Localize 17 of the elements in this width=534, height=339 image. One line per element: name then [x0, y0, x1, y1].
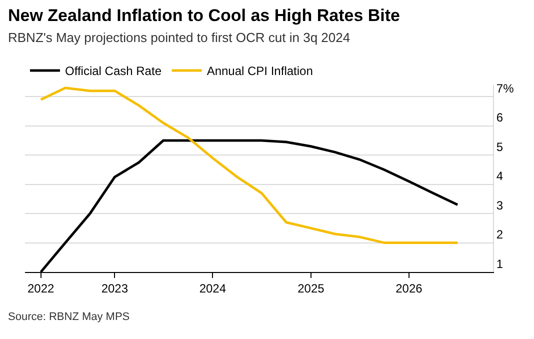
- x-tick-label: 2024: [199, 281, 226, 296]
- x-tick-label: 2022: [27, 281, 55, 296]
- chart-subtitle: RBNZ's May projections pointed to first OCR cut in 3q 2024: [8, 30, 350, 45]
- y-tick-label: 5: [496, 140, 504, 154]
- legend-label: Official Cash Rate: [65, 64, 162, 78]
- y-tick-label: 3: [496, 198, 504, 212]
- x-tick-label: 2025: [298, 281, 325, 296]
- y-tick-label: 7%: [496, 81, 514, 96]
- x-tick-label: 2023: [101, 281, 128, 296]
- y-tick-label: 2: [496, 228, 504, 242]
- x-tick-label: 2026: [396, 281, 423, 296]
- y-tick-label: 4: [496, 169, 504, 184]
- chart-title: New Zealand Inflation to Cool as High Rates Bite: [8, 6, 400, 25]
- y-tick-label: 1: [496, 256, 504, 271]
- source-note: Source: RBNZ May MPS: [8, 311, 130, 323]
- legend-label: Annual CPI Inflation: [206, 64, 313, 78]
- y-tick-label: 6: [496, 110, 504, 125]
